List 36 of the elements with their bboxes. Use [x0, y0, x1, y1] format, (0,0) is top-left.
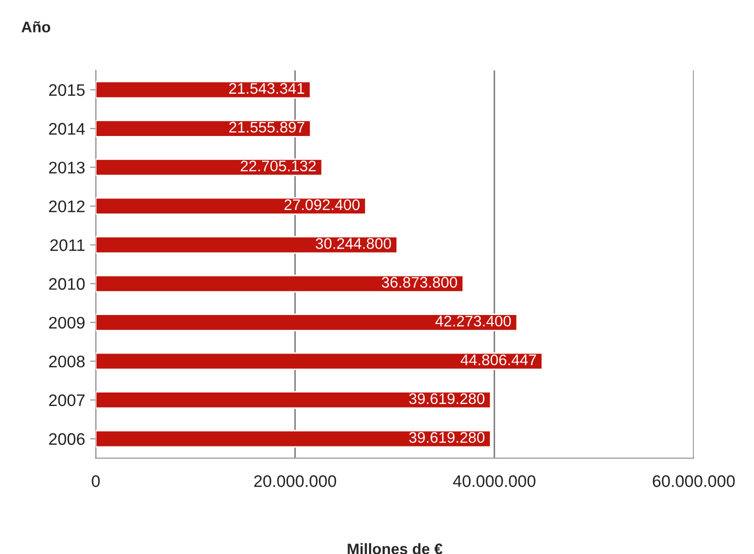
data-label: 39.619.280 — [409, 432, 484, 443]
bar — [96, 197, 366, 215]
y-tick-label: 2009 — [49, 316, 85, 329]
y-tick-label: 2007 — [49, 394, 85, 406]
y-tick-label: 2011 — [50, 239, 85, 252]
bar — [96, 158, 323, 176]
data-label: 42.273.400 — [435, 316, 511, 327]
x-tick-label: 40.000.000 — [453, 475, 536, 488]
data-label: 39.619.280 — [409, 393, 484, 404]
y-tick-label: 2014 — [49, 122, 85, 135]
y-tick-label: 2010 — [49, 278, 85, 290]
bar — [96, 430, 492, 448]
y-tick-label: 2015 — [49, 84, 85, 96]
x-axis-title: Millones de € — [348, 543, 442, 554]
bar — [96, 391, 492, 409]
y-tick-label: 2013 — [49, 162, 85, 174]
bar — [96, 236, 398, 254]
y-tick-label: 2012 — [49, 200, 85, 212]
data-label: 30.244.800 — [316, 238, 392, 249]
y-tick-label: 2006 — [49, 433, 85, 445]
bar — [96, 352, 543, 370]
y-tick-label: 2008 — [49, 356, 85, 368]
data-label: 22.705.132 — [240, 160, 316, 172]
bar — [96, 120, 312, 138]
y-axis-title: Año — [21, 21, 50, 32]
x-tick-label: 0 — [92, 475, 100, 488]
bar — [96, 80, 312, 99]
data-label: 36.873.800 — [382, 276, 458, 288]
bar — [96, 274, 464, 292]
data-label: 27.092.400 — [284, 199, 360, 210]
x-tick-label: 20.000.000 — [254, 475, 336, 488]
data-label: 44.806.447 — [460, 354, 536, 366]
data-label: 21.543.341 — [229, 83, 304, 94]
bar — [96, 314, 518, 332]
data-label: 21.555.897 — [229, 122, 304, 133]
x-tick-label: 60.000.000 — [652, 475, 735, 488]
